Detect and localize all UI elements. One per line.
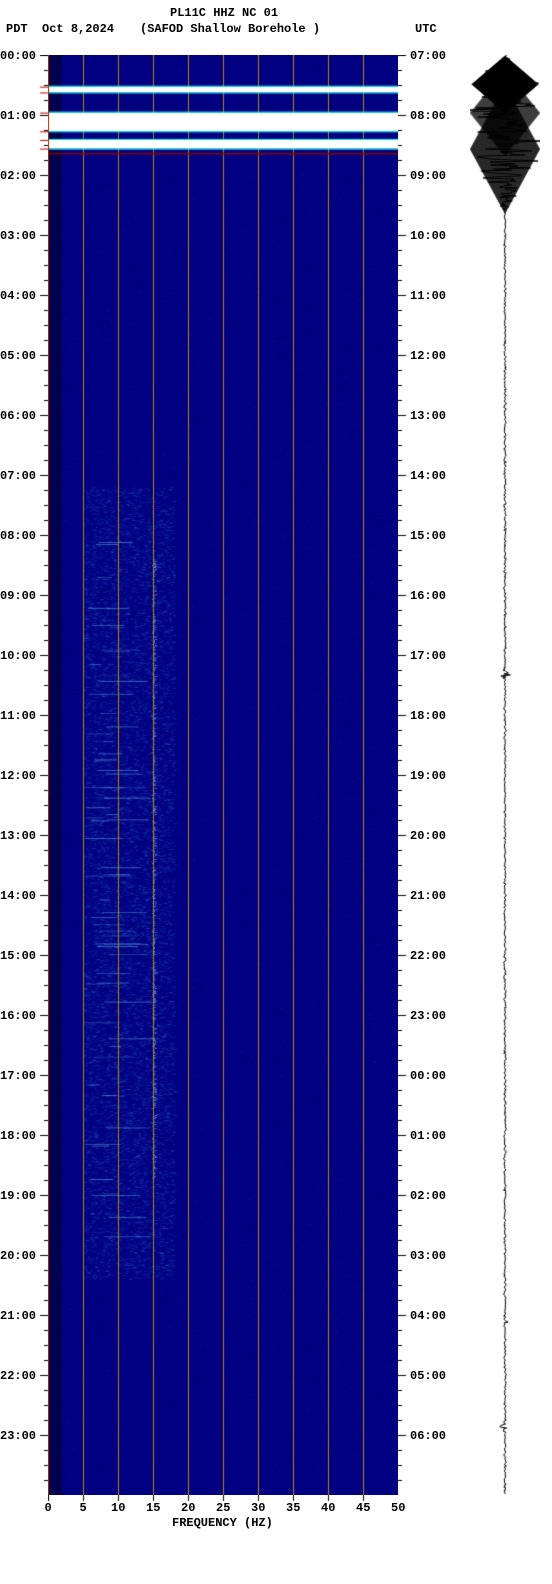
tz-right-label: UTC bbox=[415, 22, 437, 36]
pdt-tick-label: 12:00 bbox=[0, 769, 38, 783]
pdt-tick-label: 11:00 bbox=[0, 709, 38, 723]
utc-tick-label: 10:00 bbox=[410, 229, 446, 243]
freq-tick-label: 15 bbox=[146, 1501, 160, 1515]
utc-time-axis: 07:0008:0009:0010:0011:0012:0013:0014:00… bbox=[398, 55, 458, 1495]
utc-tick-label: 22:00 bbox=[410, 949, 446, 963]
pdt-tick-label: 01:00 bbox=[0, 109, 38, 123]
utc-tick-label: 14:00 bbox=[410, 469, 446, 483]
pdt-time-axis: 00:0001:0002:0003:0004:0005:0006:0007:00… bbox=[0, 55, 48, 1495]
pdt-tick-label: 19:00 bbox=[0, 1189, 38, 1203]
utc-tick-label: 20:00 bbox=[410, 829, 446, 843]
utc-tick-label: 07:00 bbox=[410, 49, 446, 63]
x-axis-label: FREQUENCY (HZ) bbox=[172, 1516, 273, 1530]
utc-tick-label: 00:00 bbox=[410, 1069, 446, 1083]
pdt-tick-label: 16:00 bbox=[0, 1009, 38, 1023]
waveform-canvas bbox=[470, 55, 540, 1495]
pdt-tick-label: 22:00 bbox=[0, 1369, 38, 1383]
pdt-tick-label: 00:00 bbox=[0, 49, 38, 63]
freq-tick-label: 25 bbox=[216, 1501, 230, 1515]
pdt-tick-label: 06:00 bbox=[0, 409, 38, 423]
freq-tick-label: 50 bbox=[391, 1501, 405, 1515]
pdt-tick-label: 20:00 bbox=[0, 1249, 38, 1263]
utc-tick-label: 16:00 bbox=[410, 589, 446, 603]
utc-tick-label: 19:00 bbox=[410, 769, 446, 783]
pdt-tick-label: 13:00 bbox=[0, 829, 38, 843]
pdt-tick-label: 18:00 bbox=[0, 1129, 38, 1143]
pdt-tick-label: 21:00 bbox=[0, 1309, 38, 1323]
freq-tick-label: 10 bbox=[111, 1501, 125, 1515]
channel-title: PL11C HHZ NC 01 bbox=[170, 6, 278, 20]
pdt-tick-label: 04:00 bbox=[0, 289, 38, 303]
utc-tick-label: 06:00 bbox=[410, 1429, 446, 1443]
utc-tick-label: 02:00 bbox=[410, 1189, 446, 1203]
pdt-tick-label: 07:00 bbox=[0, 469, 38, 483]
utc-tick-label: 03:00 bbox=[410, 1249, 446, 1263]
utc-tick-label: 12:00 bbox=[410, 349, 446, 363]
utc-tick-label: 21:00 bbox=[410, 889, 446, 903]
pdt-tick-label: 05:00 bbox=[0, 349, 38, 363]
tz-left-label: PDT Oct 8,2024 bbox=[6, 22, 114, 36]
spectrogram-plot bbox=[48, 55, 398, 1495]
utc-tick-label: 17:00 bbox=[410, 649, 446, 663]
utc-tick-label: 09:00 bbox=[410, 169, 446, 183]
utc-tick-label: 23:00 bbox=[410, 1009, 446, 1023]
spectrogram-canvas bbox=[48, 55, 398, 1495]
pdt-tick-label: 02:00 bbox=[0, 169, 38, 183]
tz-left: PDT bbox=[6, 22, 28, 36]
pdt-tick-label: 09:00 bbox=[0, 589, 38, 603]
utc-tick-label: 13:00 bbox=[410, 409, 446, 423]
utc-tick-label: 05:00 bbox=[410, 1369, 446, 1383]
date-label: Oct 8,2024 bbox=[42, 22, 114, 36]
utc-tick-label: 08:00 bbox=[410, 109, 446, 123]
freq-tick-label: 5 bbox=[80, 1501, 87, 1515]
freq-tick-label: 40 bbox=[321, 1501, 335, 1515]
utc-tick-label: 04:00 bbox=[410, 1309, 446, 1323]
pdt-tick-label: 14:00 bbox=[0, 889, 38, 903]
pdt-tick-label: 03:00 bbox=[0, 229, 38, 243]
utc-tick-label: 18:00 bbox=[410, 709, 446, 723]
freq-tick-label: 45 bbox=[356, 1501, 370, 1515]
freq-tick-label: 0 bbox=[45, 1501, 52, 1515]
pdt-tick-label: 08:00 bbox=[0, 529, 38, 543]
station-label: (SAFOD Shallow Borehole ) bbox=[140, 22, 320, 36]
pdt-tick-label: 10:00 bbox=[0, 649, 38, 663]
utc-tick-label: 01:00 bbox=[410, 1129, 446, 1143]
waveform-plot bbox=[470, 55, 540, 1495]
utc-tick-label: 11:00 bbox=[410, 289, 446, 303]
pdt-tick-label: 15:00 bbox=[0, 949, 38, 963]
pdt-tick-label: 17:00 bbox=[0, 1069, 38, 1083]
pdt-tick-label: 23:00 bbox=[0, 1429, 38, 1443]
freq-tick-label: 35 bbox=[286, 1501, 300, 1515]
utc-tick-label: 15:00 bbox=[410, 529, 446, 543]
freq-tick-label: 20 bbox=[181, 1501, 195, 1515]
freq-tick-label: 30 bbox=[251, 1501, 265, 1515]
